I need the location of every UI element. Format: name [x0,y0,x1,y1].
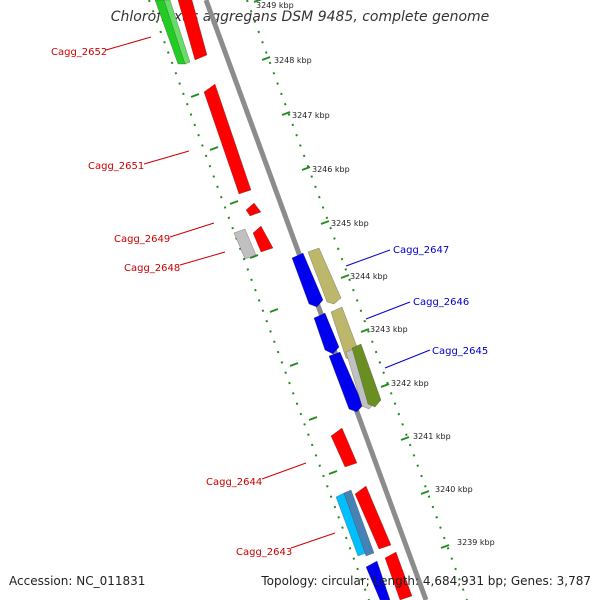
leader-cagg-2648 [179,251,226,266]
tick-3242 [380,383,390,388]
gene-arrow-cagg-2648 [233,228,257,260]
scale-label-3241: 3241 kbp [413,432,451,441]
reverse-strand-genes [154,0,413,600]
gene-label-cagg-2647: Cagg_2647 [393,245,449,256]
scale-label-3242: 3242 kbp [391,379,429,388]
gene-arrow-cagg-2645-olive [351,343,382,408]
gene-arrow-cagg-2643-steel [343,489,375,557]
tick-3240 [420,490,430,495]
gene-arrow-cagg-2652-green [154,0,187,65]
scale-label-3245: 3245 kbp [331,219,369,228]
tick-3245 [320,220,330,225]
leader-cagg-2649 [169,222,215,238]
tick-left-2 [190,93,200,98]
scale-label-3240: 3240 kbp [435,485,473,494]
tick-3243 [360,328,370,333]
scale-label-3248: 3248 kbp [274,56,312,65]
leader-cagg-2652 [105,36,152,51]
scale-label-3249: 3249 kbp [256,1,294,10]
tick-left-6 [269,308,279,313]
gene-arrow-cagg-2652-green-b [163,0,191,65]
tick-left-4 [229,200,239,205]
gene-arrow-bottom-red [384,551,413,600]
tick-left-9 [328,470,338,475]
gene-arrow-cagg-2646-blue [313,312,340,355]
forward-strand-genes [291,247,391,600]
leader-lines [105,36,431,549]
tick-3244 [340,274,350,279]
gene-arrow-cagg-2643-red [354,485,392,550]
gene-arrow-cagg-2649 [252,225,274,253]
scale-label-3243: 3243 kbp [370,325,408,334]
gene-label-cagg-2644: Cagg_2644 [206,477,262,488]
tick-left-3 [209,146,219,151]
leader-cagg-2646 [365,301,411,320]
gene-label-cagg-2652: Cagg_2652 [51,47,107,58]
scale-label-3247: 3247 kbp [292,111,330,120]
gene-label-cagg-2643: Cagg_2643 [236,547,292,558]
tick-3239 [440,544,450,549]
leader-cagg-2647 [345,249,391,267]
gene-arrow-cagg-2644 [330,427,358,468]
leader-cagg-2644 [261,462,307,480]
gene-label-cagg-2651: Cagg_2651 [88,161,144,172]
scale-line-right [246,0,468,600]
gene-arrow-cagg-2645-blue [328,351,364,413]
scale-label-3239: 3239 kbp [457,538,495,547]
gene-label-cagg-2648: Cagg_2648 [124,263,180,274]
scale-line-left [148,0,370,600]
tick-3247 [281,111,291,116]
tick-3246 [301,166,311,171]
scale-label-3244: 3244 kbp [350,272,388,281]
gene-arrow-cagg-2647-blue [291,252,324,308]
tick-left-7 [289,362,299,367]
leader-cagg-2645 [384,349,431,369]
accession-text: Accession: NC_011831 [9,574,146,588]
scale-label-3246: 3246 kbp [312,165,350,174]
gene-arrow-cagg-2647-khaki [307,247,342,305]
gene-arrow-cagg-2652-red [177,0,208,61]
tick-3248 [261,56,271,61]
tick-3249 [253,0,263,3]
tick-left-8 [308,416,318,421]
gene-arrow-cagg-2651 [203,83,252,195]
leader-cagg-2643 [290,532,336,549]
tick-left-5 [249,254,259,259]
genome-summary-text: Topology: circular; Length: 4,684,931 bp… [261,574,591,588]
major-ticks [171,0,450,549]
gene-arrow-bottom-blue [365,560,391,600]
tick-3241 [400,436,410,441]
gene-arrow-cagg-2650 [245,202,262,217]
map-title: Chloroflexus aggregans DSM 9485, complet… [110,9,490,25]
leader-cagg-2651 [143,150,190,165]
gene-label-cagg-2649: Cagg_2649 [114,234,170,245]
gene-label-cagg-2645: Cagg_2645 [432,346,488,357]
gene-label-cagg-2646: Cagg_2646 [413,297,469,308]
